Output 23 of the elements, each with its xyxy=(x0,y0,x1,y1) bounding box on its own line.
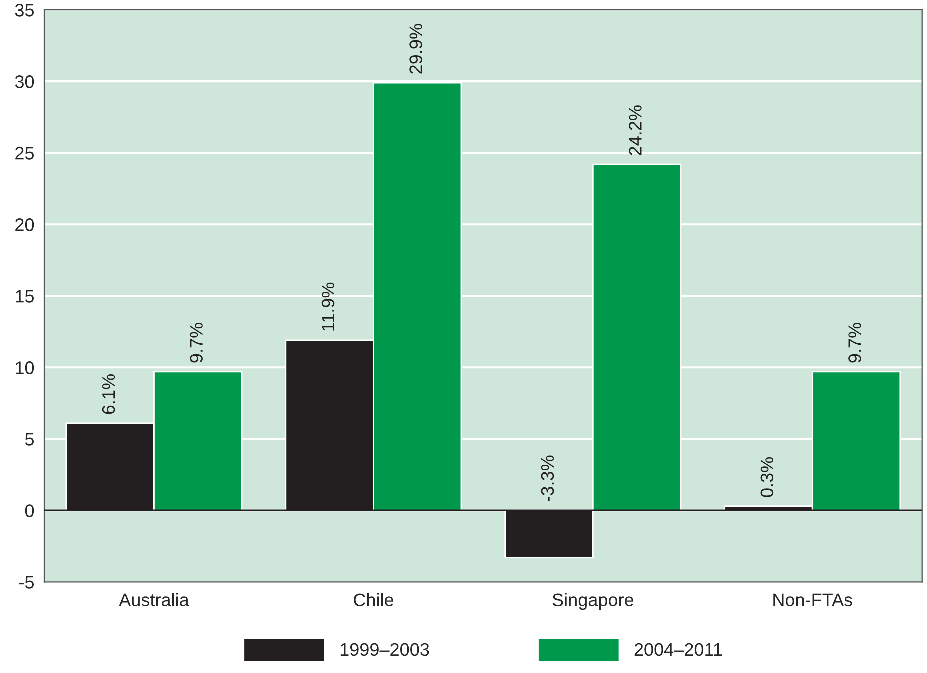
legend-label: 2004–2011 xyxy=(634,643,722,656)
data-label: -3.3% xyxy=(541,456,554,502)
y-tick-label: 30 xyxy=(15,76,34,88)
x-tick-label: Australia xyxy=(119,593,190,607)
y-tick-label: 25 xyxy=(16,147,34,160)
data-label: 29.9% xyxy=(410,24,422,74)
data-label: 9.7% xyxy=(190,323,203,363)
y-tick-label: -5 xyxy=(20,576,34,589)
legend-label: 1999–2003 xyxy=(340,643,430,656)
y-tick-label: 0 xyxy=(25,504,34,518)
y-tick-label: 20 xyxy=(16,218,34,232)
y-tick-label: 10 xyxy=(16,362,34,374)
data-label: 0.3% xyxy=(760,458,774,498)
data-label: 24.2% xyxy=(629,106,642,156)
y-tick-label: 5 xyxy=(25,433,34,446)
data-label: 9.7% xyxy=(848,323,862,363)
y-tick-label: 35 xyxy=(15,4,34,17)
data-label: 6.1% xyxy=(102,374,116,414)
x-tick-label: Chile xyxy=(354,593,394,607)
y-tick-label: 15 xyxy=(16,290,34,303)
x-tick-label: Singapore xyxy=(552,593,634,610)
x-tick-label: Non-FTAs xyxy=(774,594,852,607)
data-label: 11.9% xyxy=(322,282,335,331)
